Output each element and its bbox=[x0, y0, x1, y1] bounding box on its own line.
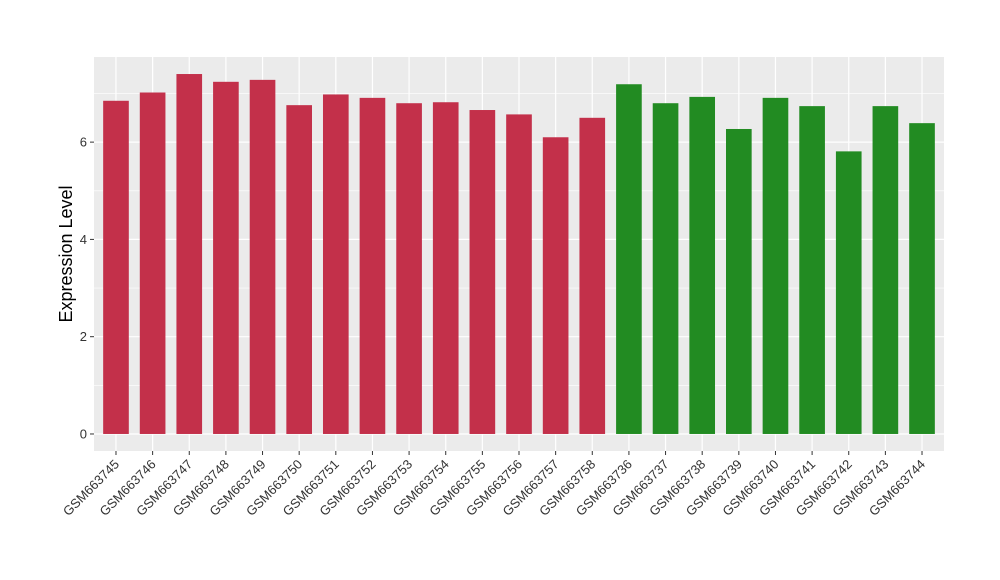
bar-GSM663748 bbox=[213, 81, 239, 434]
bar-GSM663747 bbox=[176, 74, 203, 434]
y-tick-label: 2 bbox=[80, 329, 87, 344]
bar-GSM663753 bbox=[396, 103, 422, 434]
bar-GSM663756 bbox=[506, 114, 532, 434]
bar-GSM663741 bbox=[799, 106, 825, 434]
bar-GSM663755 bbox=[469, 110, 496, 434]
bar-GSM663754 bbox=[432, 102, 459, 434]
bar-GSM663743 bbox=[872, 106, 899, 434]
bar-GSM663745 bbox=[103, 100, 129, 434]
bar-GSM663744 bbox=[909, 123, 935, 434]
bar-GSM663752 bbox=[359, 97, 386, 434]
y-tick-label: 6 bbox=[80, 135, 87, 150]
bar-GSM663737 bbox=[652, 103, 679, 434]
y-tick-label: 4 bbox=[80, 232, 87, 247]
x-axis: GSM663745GSM663746GSM663747GSM663748GSM6… bbox=[60, 451, 928, 519]
bar-GSM663758 bbox=[579, 117, 606, 434]
bar-GSM663738 bbox=[689, 96, 716, 434]
y-axis-title: Expression Level bbox=[56, 185, 76, 322]
y-tick-label: 0 bbox=[80, 426, 87, 441]
bar-GSM663740 bbox=[762, 97, 789, 434]
bar-GSM663757 bbox=[542, 137, 569, 434]
bar-GSM663742 bbox=[835, 151, 862, 434]
bar-GSM663746 bbox=[139, 92, 166, 434]
y-axis: 0 2 4 6 bbox=[80, 135, 94, 441]
bar-GSM663751 bbox=[322, 94, 349, 434]
bar-GSM663749 bbox=[249, 79, 276, 434]
bar-GSM663750 bbox=[286, 105, 312, 434]
bars bbox=[103, 74, 935, 434]
bar-GSM663736 bbox=[616, 84, 642, 434]
bar-GSM663739 bbox=[726, 128, 752, 434]
